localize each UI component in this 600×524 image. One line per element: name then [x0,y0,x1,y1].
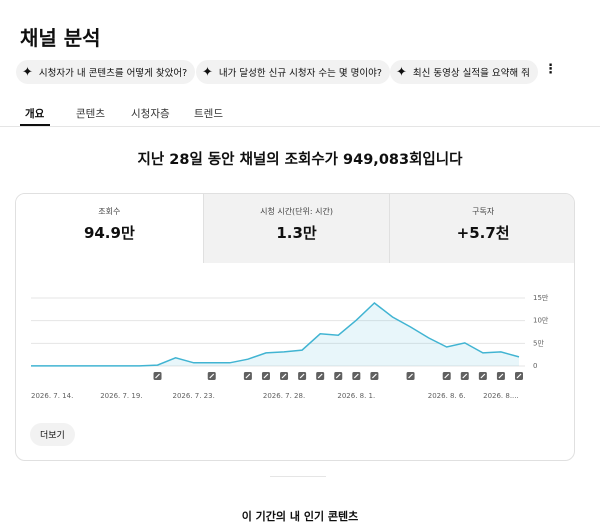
metric-label: 구독자 [472,207,495,216]
y-tick-label: 15만 [533,293,549,302]
x-tick-label: 2026. 7. 28. [263,392,305,400]
upload-icon-mark [281,373,287,379]
y-tick-label: 10만 [533,316,549,325]
tab[interactable]: 시청자층 [131,108,170,120]
upload-icon-mark [245,373,251,379]
x-tick-label: 2026. 8. 1. [337,392,375,400]
tab[interactable]: 콘텐츠 [76,108,105,120]
more-button[interactable]: 더보기 [30,423,75,446]
upload-icon-mark [408,373,413,379]
y-tick-label: 0 [533,362,537,370]
metric-label: 조회수 [98,207,121,216]
headline: 지난 28일 동안 채널의 조회수가 949,083회입니다 [137,152,463,168]
metric-value: 1.3만 [276,224,317,242]
upload-icon-mark [480,373,486,379]
metrics-card: 조회수 94.9만 시청 시간(단위: 시간) 1.3만 구독자 +5.7천 0 5만 1… [15,193,575,461]
upload-icon-mark [353,373,359,379]
upload-icon-mark [209,373,215,379]
upload-icon-mark [317,373,323,379]
chip[interactable]: ✦ 시청자가 내 콘텐츠를 어떻게 찾았어? [16,60,196,84]
x-tick-label: 2026. 7. 19. [100,392,142,400]
upload-icon-mark [335,373,341,379]
metric-value: +5.7천 [456,224,510,242]
y-tick-label: 5만 [533,338,544,347]
chip[interactable]: ✦ 내가 달성한 신규 시청자 수는 몇 명이야? [196,60,390,84]
upload-icon-mark [371,373,377,379]
divider [270,476,326,477]
tab[interactable]: 트렌드 [194,108,223,120]
upload-icon-mark [444,373,450,379]
line [31,302,520,367]
chart: 0 5만 10만 15만 2026. 7. 14. 2026. 7. 19. 2026. 7… [31,293,549,400]
chip-label: 시청자가 내 콘텐츠를 어떻게 찾았어? [38,68,188,79]
chip-label: 내가 달성한 신규 시청자 수는 몇 명이야? [218,68,382,79]
metric-value: 94.9만 [83,224,135,242]
tab-indicator [20,124,50,126]
chip-label: 최신 동영상 실적을 요약해 줘 [412,68,530,79]
more-menu[interactable]: ⋮ [544,62,557,77]
x-tick-label: 2026. 7. 23. [173,392,215,400]
page-title: 채널 분석 [20,26,101,50]
x-tick-label: 2026. 8. 6. [428,392,466,400]
metric-tab[interactable]: 조회수 94.9만 [16,194,203,263]
x-tick-label: 2026. 7. 14. [31,392,73,400]
metric-label: 시청 시간(단위: 시간) [260,207,333,216]
tab[interactable]: 개요 [25,108,45,120]
upload-icon-mark [516,373,522,379]
upload-icon-mark [498,373,504,379]
section-title: 이 기간의 내 인기 콘텐츠 [241,510,359,523]
upload-icon-mark [155,373,160,379]
upload-icon-mark [462,373,468,379]
area [31,303,519,366]
metric-tab[interactable]: 시청 시간(단위: 시간) 1.3만 [202,194,390,263]
upload-icon-mark [299,373,305,379]
chip[interactable]: ✦ 최신 동영상 실적을 요약해 줘 [390,60,538,84]
metric-tab[interactable]: 구독자 +5.7천 [389,194,574,263]
upload-icon-mark [263,373,269,379]
x-tick-label: 2026. 8.... [483,392,519,400]
divider [0,126,600,127]
